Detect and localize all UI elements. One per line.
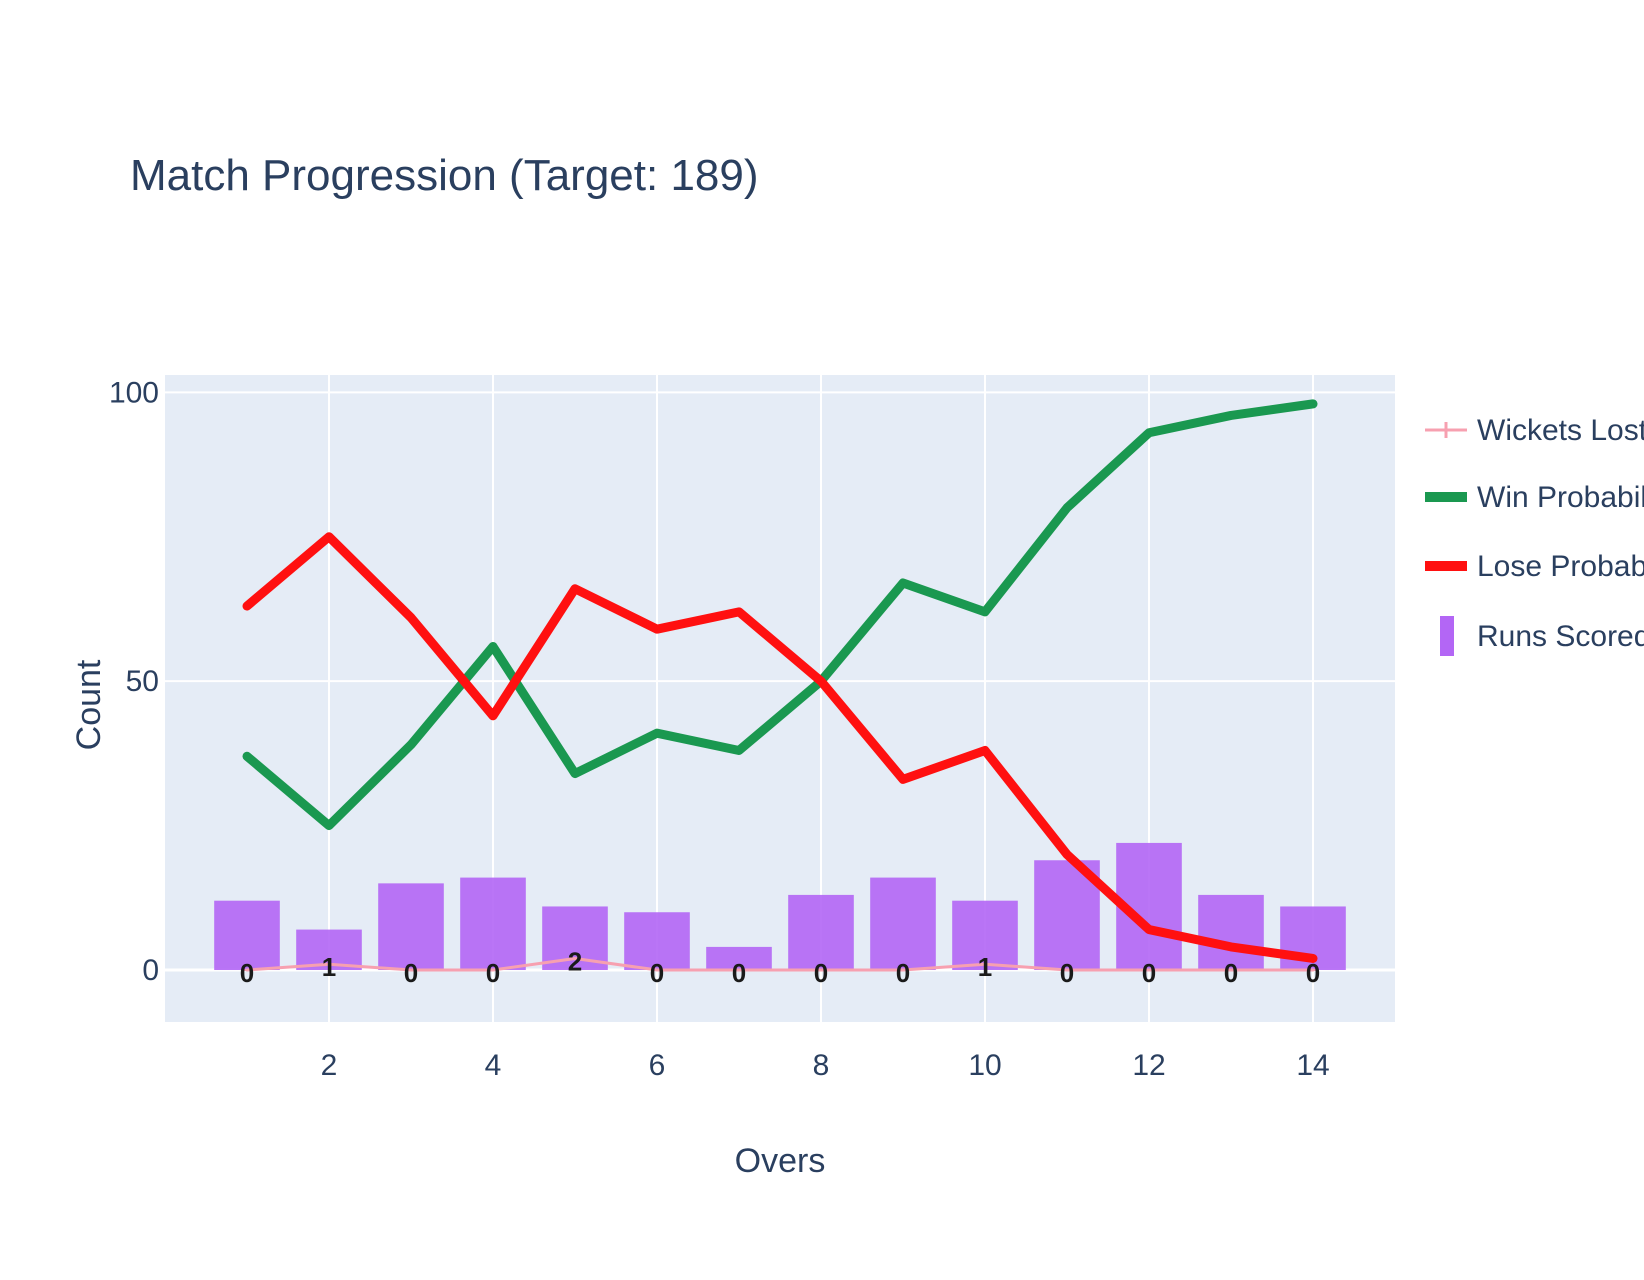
line-series-group (242, 399, 1318, 972)
y-axis-title: Count (70, 659, 108, 750)
bar-runs-scored-over-10 (952, 900, 1018, 971)
line-lose-probability (242, 532, 1318, 963)
wicket-markers: 0 1 0 0 2 0 0 0 0 1 0 0 0 0 (240, 946, 1320, 988)
wicket-label-over-12: 0 (1142, 958, 1156, 988)
wicket-label-over-13: 0 (1224, 958, 1238, 988)
x-axis-title: Overs (735, 1142, 826, 1180)
y-tick-0: 0 (142, 954, 159, 987)
legend-label: Lose Probability (1477, 550, 1644, 583)
y-tick-50: 50 (126, 665, 159, 698)
wicket-label-over-11: 0 (1060, 958, 1074, 988)
wicket-label-over-5: 2 (568, 946, 582, 976)
legend-label: Runs Scored (1477, 620, 1644, 653)
x-tick-10: 10 (968, 1049, 1001, 1082)
legend-label: Win Probability (1477, 481, 1644, 514)
legend-swatch-bar (1440, 616, 1454, 656)
wicket-label-over-7: 0 (732, 958, 746, 988)
legend-item-wickets-lost[interactable]: Wickets Lost (1425, 414, 1644, 447)
y-axis-ticks: 0 50 100 (109, 376, 159, 987)
x-tick-12: 12 (1132, 1049, 1165, 1082)
legend-label: Wickets Lost (1477, 414, 1644, 447)
bar-runs-scored-over-8 (788, 894, 854, 971)
bar-runs-scored-over-7 (706, 946, 772, 971)
plot-area (165, 375, 1395, 1022)
bar-runs-scored-over-1 (214, 900, 280, 971)
bar-runs-scored-over-3 (378, 883, 444, 971)
bar-runs-scored-over-6 (624, 912, 690, 971)
wicket-label-over-8: 0 (814, 958, 828, 988)
legend-item-runs-scored[interactable]: Runs Scored (1440, 616, 1644, 656)
wicket-label-over-14: 0 (1306, 958, 1320, 988)
bar-runs-scored-over-4 (460, 877, 526, 971)
wicket-label-over-9: 0 (896, 958, 910, 988)
wicket-label-over-4: 0 (486, 958, 500, 988)
x-tick-8: 8 (813, 1049, 830, 1082)
line-wickets-lost (245, 956, 1315, 972)
legend-item-lose-probability[interactable]: Lose Probability (1425, 550, 1644, 583)
chart-title: Match Progression (Target: 189) (130, 151, 759, 200)
x-tick-6: 6 (649, 1049, 666, 1082)
x-tick-2: 2 (321, 1049, 338, 1082)
wicket-label-over-10: 1 (978, 952, 992, 982)
wicket-label-over-3: 0 (404, 958, 418, 988)
x-tick-14: 14 (1296, 1049, 1329, 1082)
line-win-probability (242, 399, 1318, 831)
y-tick-100: 100 (109, 376, 159, 409)
legend-item-win-probability[interactable]: Win Probability (1425, 481, 1644, 514)
x-axis-ticks: 2 4 6 8 10 12 14 (321, 1049, 1330, 1082)
wicket-label-over-1: 0 (240, 958, 254, 988)
legend: Wickets Lost Win Probability Lose Probabil… (1425, 414, 1644, 656)
wicket-label-over-2: 1 (322, 952, 336, 982)
wicket-label-over-6: 0 (650, 958, 664, 988)
bar-runs-scored-over-13 (1198, 894, 1264, 971)
x-tick-4: 4 (485, 1049, 502, 1082)
bar-runs-scored-over-9 (870, 877, 936, 971)
